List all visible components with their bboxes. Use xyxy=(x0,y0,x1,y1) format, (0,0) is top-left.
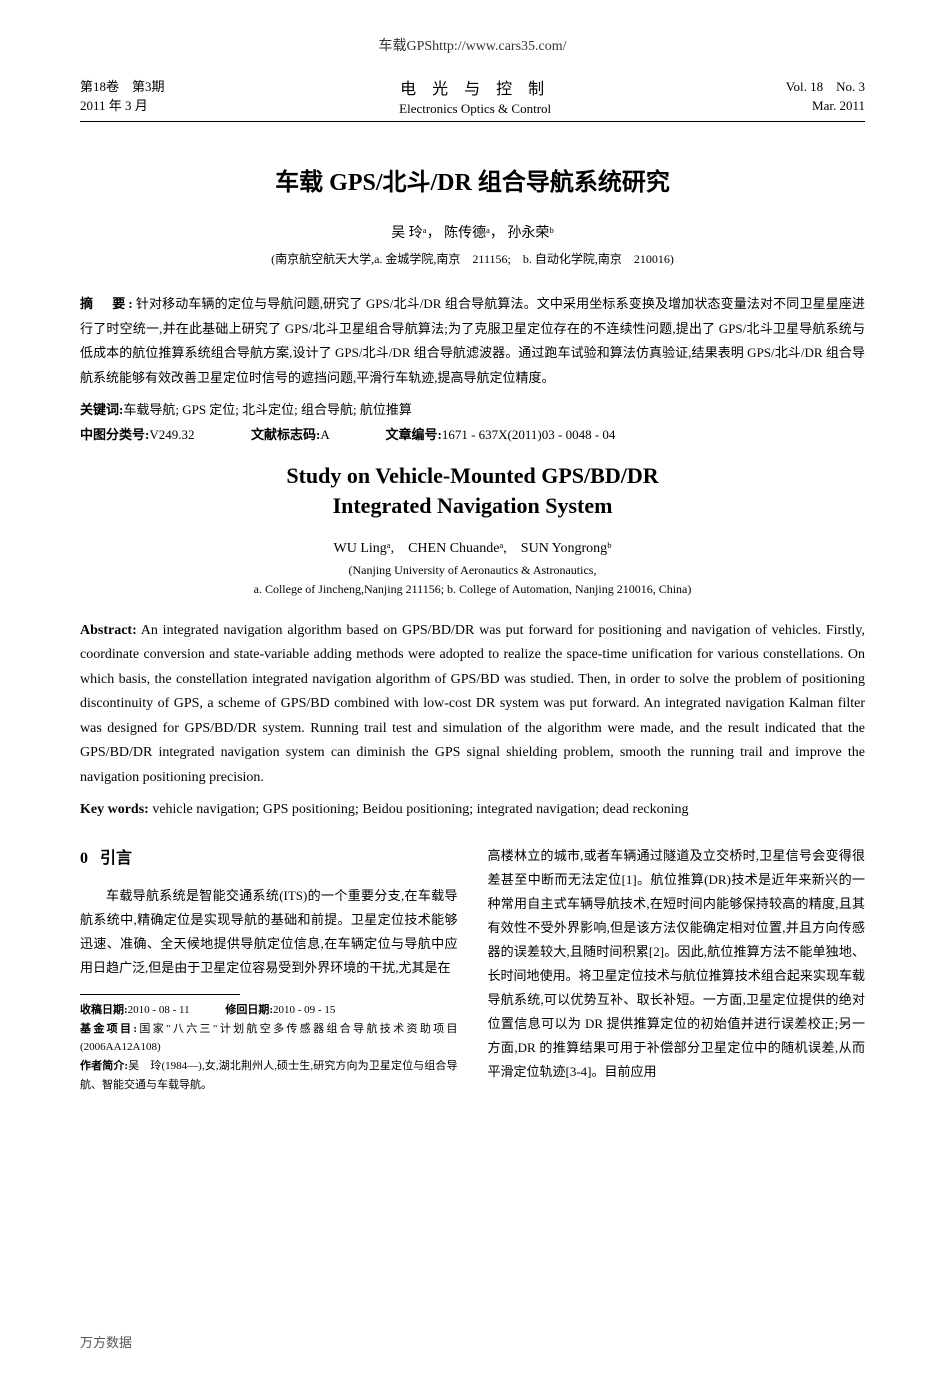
abstract-en-label: Abstract: xyxy=(80,623,137,638)
footnote-received-label: 收稿日期: xyxy=(80,1004,128,1016)
journal-title-en: Electronics Optics & Control xyxy=(399,101,551,117)
keywords-cn-block: 关键词:车载导航; GPS 定位; 北斗定位; 组合导航; 航位推算 xyxy=(80,399,865,418)
doc-code-label: 文献标志码: xyxy=(251,427,320,442)
keywords-en-block: Key words: vehicle navigation; GPS posit… xyxy=(80,798,865,822)
affiliation-cn: (南京航空航天大学,a. 金城学院,南京 211156; b. 自动化学院,南京… xyxy=(80,250,865,267)
footnote-author: 吴 玲(1984—),女,湖北荆州人,硕士生,研究方向为卫星定位与组合导航、智能… xyxy=(80,1060,458,1091)
authors-cn: 吴 玲ᵃ， 陈传德ᵃ， 孙永荣ᵇ xyxy=(80,222,865,242)
journal-title-cn: 电 光 与 控 制 xyxy=(399,75,551,99)
affiliation-en-2: a. College of Jincheng,Nanjing 211156; b… xyxy=(80,582,865,597)
footnote-author-label: 作者简介: xyxy=(80,1060,128,1072)
body-right-para: 高楼林立的城市,或者车辆通过隧道及立交桥时,卫星信号会变得很差甚至中断而无法定位… xyxy=(488,844,866,1084)
journal-header: 第18卷 第3期 2011 年 3 月 电 光 与 控 制 Electronic… xyxy=(80,75,865,122)
keywords-en-label: Key words: xyxy=(80,802,149,817)
right-column: 高楼林立的城市,或者车辆通过隧道及立交桥时,卫星信号会变得很差甚至中断而无法定位… xyxy=(488,844,866,1094)
title-en-line1: Study on Vehicle-Mounted GPS/BD/DR xyxy=(80,463,865,489)
abstract-cn-label: 摘 要: xyxy=(80,296,136,311)
article-id-label: 文章编号: xyxy=(386,427,442,442)
footnote-separator xyxy=(80,994,240,995)
abstract-en-text: An integrated navigation algorithm based… xyxy=(80,623,865,785)
class-label: 中图分类号: xyxy=(80,427,149,442)
footnote-revised: 2010 - 09 - 15 xyxy=(273,1004,335,1016)
footnote-block: 收稿日期:2010 - 08 - 11 修回日期:2010 - 09 - 15 … xyxy=(80,1001,458,1094)
body-left-para: 车载导航系统是智能交通系统(ITS)的一个重要分支,在车载导航系统中,精确定位是… xyxy=(80,884,458,980)
date-en: Mar. 2011 xyxy=(786,96,865,116)
section-heading-0: 0 引言 xyxy=(80,844,458,874)
vol-en: Vol. 18 xyxy=(786,79,823,94)
abstract-cn-block: 摘 要:针对移动车辆的定位与导航问题,研究了 GPS/北斗/DR 组合导航算法。… xyxy=(80,292,865,391)
issue-text: 第3期 xyxy=(132,79,165,94)
left-column: 0 引言 车载导航系统是智能交通系统(ITS)的一个重要分支,在车载导航系统中,精… xyxy=(80,844,458,1094)
journal-left: 第18卷 第3期 2011 年 3 月 xyxy=(80,77,165,116)
footnote-fund-label: 基金项目: xyxy=(80,1023,137,1035)
keywords-cn-label: 关键词: xyxy=(80,402,123,417)
date-cn: 2011 年 3 月 xyxy=(80,96,165,116)
article-id-value: 1671 - 637X(2011)03 - 0048 - 04 xyxy=(442,427,616,442)
header-url: 车载GPShttp://www.cars35.com/ xyxy=(80,35,865,55)
journal-center: 电 光 与 控 制 Electronics Optics & Control xyxy=(399,75,551,117)
section-num: 0 xyxy=(80,850,88,867)
keywords-en-text: vehicle navigation; GPS positioning; Bei… xyxy=(152,802,688,817)
title-cn: 车载 GPS/北斗/DR 组合导航系统研究 xyxy=(80,162,865,197)
section-title: 引言 xyxy=(100,850,132,867)
abstract-cn-text: 针对移动车辆的定位与导航问题,研究了 GPS/北斗/DR 组合导航算法。文中采用… xyxy=(80,296,865,385)
affiliation-en-1: (Nanjing University of Aeronautics & Ast… xyxy=(80,563,865,578)
title-en-line2: Integrated Navigation System xyxy=(80,493,865,519)
body-columns: 0 引言 车载导航系统是智能交通系统(ITS)的一个重要分支,在车载导航系统中,精… xyxy=(80,844,865,1094)
keywords-cn-text: 车载导航; GPS 定位; 北斗定位; 组合导航; 航位推算 xyxy=(123,402,412,417)
abstract-en-block: Abstract: An integrated navigation algor… xyxy=(80,619,865,791)
classification-block: 中图分类号:V249.32 文献标志码:A 文章编号:1671 - 637X(2… xyxy=(80,424,865,443)
footnote-received: 2010 - 08 - 11 xyxy=(128,1004,190,1016)
footnote-revised-label: 修回日期: xyxy=(225,1004,273,1016)
doc-code-value: A xyxy=(320,427,329,442)
class-value: V249.32 xyxy=(149,427,194,442)
volume-text: 第18卷 xyxy=(80,79,119,94)
authors-en: WU Lingᵃ, CHEN Chuandeᵃ, SUN Yongrongᵇ xyxy=(80,537,865,557)
footnote-fund: 国家"八六三"计划航空多传感器组合导航技术资助项目(2006AA12A108) xyxy=(80,1023,458,1054)
no-en: No. 3 xyxy=(836,79,865,94)
journal-right: Vol. 18 No. 3 Mar. 2011 xyxy=(786,77,865,116)
footer-database: 万方数据 xyxy=(80,1332,132,1351)
